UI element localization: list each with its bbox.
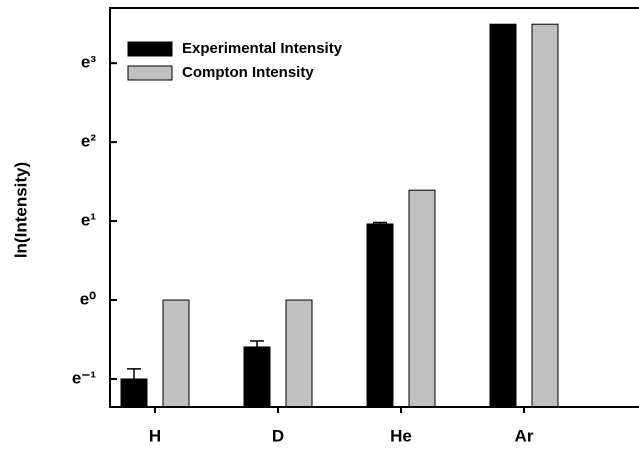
axis-frame [109,7,639,408]
error-bar [127,368,141,379]
bar [243,346,271,408]
x-tick-label: D [272,426,284,445]
x-tick-label: Ar [515,426,534,445]
y-axis-label: ln(Intensity) [11,162,30,258]
y-tick-label: e⁻¹ [72,368,96,387]
y-tick-label: e³ [81,53,96,72]
legend-swatch [127,41,173,57]
x-tick-label: H [149,426,161,445]
y-tick-label: e² [81,132,96,151]
error-bar [373,221,387,224]
legend-swatch [127,65,173,81]
legend-label: Compton Intensity [182,64,314,81]
bar [285,299,313,408]
bar [120,378,148,408]
bar [162,299,190,408]
y-tick-label: e¹ [81,211,96,230]
bar [489,23,517,408]
y-tick-label: e⁰ [80,290,96,309]
bar [366,223,394,408]
legend-label: Experimental Intensity [182,40,343,57]
bar [531,23,559,408]
error-bar [250,340,264,347]
bar [408,189,436,408]
x-tick-label: He [390,426,412,445]
